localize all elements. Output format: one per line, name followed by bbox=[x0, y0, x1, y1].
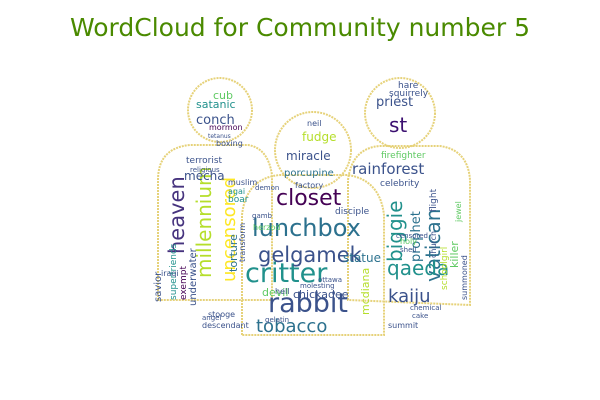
word-heaven: heaven bbox=[165, 176, 189, 254]
word-religious: religious bbox=[190, 166, 220, 174]
word-schoolgirl: schoolgirl bbox=[440, 247, 450, 290]
word-gelatin: gelatin bbox=[265, 316, 289, 324]
word-transform: transform bbox=[238, 223, 247, 262]
word-herzod: herzod bbox=[253, 223, 280, 232]
chart-title: WordCloud for Community number 5 bbox=[70, 13, 530, 42]
word-descendant: descendant bbox=[202, 321, 249, 330]
word-disciple: disciple bbox=[335, 207, 370, 217]
word-porcupine: porcupine bbox=[284, 168, 334, 179]
word-gamb: gamb bbox=[252, 212, 273, 220]
word-ottawa: ottawa bbox=[318, 276, 342, 284]
word-fudge: fudge bbox=[302, 130, 336, 144]
word-prophet: prophet bbox=[409, 211, 424, 262]
word-jewel: jewel bbox=[454, 201, 463, 223]
word-agai: agai bbox=[228, 187, 245, 196]
word-devil: devil bbox=[262, 286, 288, 299]
word-uncensored: uncensored bbox=[219, 177, 240, 282]
word-cake: cake bbox=[412, 312, 428, 320]
word-factory: factory bbox=[295, 181, 323, 190]
word-exempt: exempt bbox=[179, 266, 189, 300]
word-biggie: biggie bbox=[383, 200, 407, 262]
word-molesting: molesting bbox=[300, 282, 335, 290]
word-terrorist: terrorist bbox=[186, 156, 223, 166]
word-chemical: chemical bbox=[410, 304, 441, 312]
word-neil: neil bbox=[307, 119, 321, 128]
center-head-outline bbox=[274, 111, 352, 189]
word-flight: flight bbox=[429, 188, 439, 212]
word-hell: hell bbox=[275, 287, 289, 296]
center-body-outline bbox=[241, 174, 385, 336]
word-superfriends: superfriends bbox=[169, 243, 179, 300]
word-priest: priest bbox=[376, 95, 413, 110]
word-chickadee: chickadee bbox=[293, 288, 349, 301]
left-head-outline bbox=[187, 77, 253, 143]
word-celebrity: celebrity bbox=[380, 179, 420, 189]
right-head-outline bbox=[364, 77, 436, 149]
word-kaiju: kaiju bbox=[388, 286, 431, 307]
word-church: church bbox=[429, 231, 438, 258]
word-killer: killer bbox=[448, 241, 461, 268]
word-torture: torture bbox=[227, 234, 240, 272]
word-tobacco: tobacco bbox=[256, 316, 327, 337]
word-iraqi: iraqi bbox=[161, 269, 179, 278]
word-boar: boar bbox=[228, 195, 249, 205]
word-summit: summit bbox=[388, 321, 418, 330]
word-underwater: underwater bbox=[188, 247, 199, 306]
word-angel: angel bbox=[202, 314, 221, 322]
word-muslim: muslim bbox=[228, 178, 257, 187]
word-mecha: mecha bbox=[184, 169, 225, 183]
word-miracle: miracle bbox=[286, 149, 331, 163]
word-tetanus: tetanus bbox=[208, 133, 231, 140]
word-hare: hare bbox=[398, 81, 419, 91]
word-stooge: stooge bbox=[208, 310, 235, 319]
word-rainforest: rainforest bbox=[352, 160, 424, 178]
left-body-outline bbox=[157, 144, 273, 301]
word-gelgamek: gelgamek bbox=[258, 243, 363, 267]
word-satanic: satanic bbox=[196, 98, 236, 111]
word-demon: demon bbox=[255, 184, 279, 192]
word-summoned: summoned bbox=[460, 255, 469, 300]
word-critter: critter bbox=[245, 258, 328, 289]
right-body-outline bbox=[347, 145, 471, 307]
word-squirrely: squirrely bbox=[389, 89, 429, 99]
word-millennium: millennium bbox=[192, 166, 216, 278]
word-statue: statue bbox=[343, 251, 381, 265]
word-st: st bbox=[389, 113, 407, 137]
word-vatican: vatican bbox=[421, 209, 445, 282]
word-censored: censored bbox=[396, 232, 428, 240]
word-holy: holy bbox=[400, 237, 417, 246]
silhouette-outline bbox=[157, 77, 471, 336]
word-conch: conch bbox=[196, 113, 235, 128]
word-savior: savior bbox=[153, 271, 164, 302]
word-closet: closet bbox=[276, 186, 342, 211]
word-qaeda: qaeda bbox=[387, 256, 449, 280]
word-cub: cub bbox=[213, 89, 233, 102]
word-lunchbox: lunchbox bbox=[252, 214, 361, 242]
word-mormon: mormon bbox=[209, 123, 243, 132]
word-boxing: boxing bbox=[216, 139, 243, 148]
word-rabbit: rabbit bbox=[268, 288, 348, 319]
word-mcdiana: mcdiana bbox=[359, 268, 372, 315]
word-shell: shell bbox=[400, 246, 416, 254]
word-firefighter: firefighter bbox=[381, 151, 426, 161]
